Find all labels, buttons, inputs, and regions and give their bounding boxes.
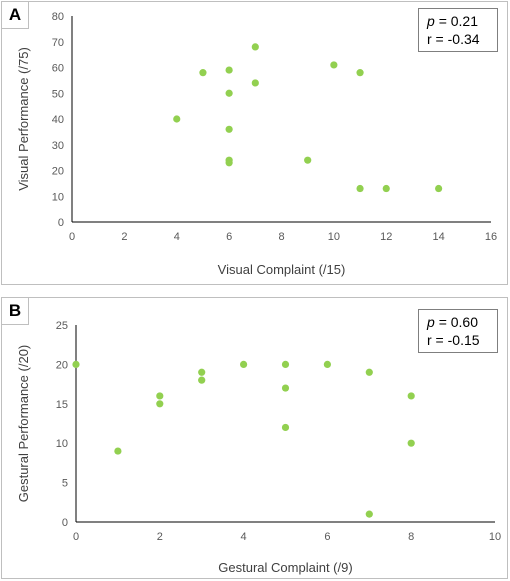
y-tick-label: 50 xyxy=(52,88,64,100)
data-point xyxy=(156,400,164,408)
data-point xyxy=(225,159,233,167)
x-axis-label: Visual Complaint (/15) xyxy=(218,262,346,277)
data-point xyxy=(323,360,331,368)
data-point xyxy=(365,510,373,518)
y-axis-label: Visual Performance (/75) xyxy=(16,47,31,191)
x-tick-label: 6 xyxy=(324,531,330,543)
data-point xyxy=(198,376,206,384)
data-point xyxy=(407,392,415,400)
chart-panel-a: A 0 2 4 6 8 10 12 14 16 0 10 20 30 40 50 60 70 80 Visual C… xyxy=(1,1,508,285)
panel-letter: A xyxy=(2,2,29,29)
y-tick-label: 70 xyxy=(52,37,64,49)
data-point xyxy=(281,384,290,392)
r-value: r = -0.15 xyxy=(427,332,480,348)
x-tick-label: 8 xyxy=(408,531,414,543)
data-point xyxy=(225,89,233,97)
y-tick-label: 30 xyxy=(52,140,64,152)
x-tick-label: 14 xyxy=(433,231,445,243)
data-point xyxy=(251,79,259,87)
scatter-chart-b: 0 2 4 6 8 10 0 5 10 15 20 25 Gestural Complaint (/9)… xyxy=(16,320,501,575)
data-point xyxy=(435,184,443,193)
data-point xyxy=(72,360,80,368)
x-tick-label: 10 xyxy=(489,531,501,543)
y-tick-label: 15 xyxy=(56,399,68,411)
x-axis-label: Gestural Complaint (/9) xyxy=(218,560,352,575)
data-point xyxy=(407,439,415,447)
x-tick-label: 4 xyxy=(241,531,247,543)
x-tick-label: 0 xyxy=(69,231,75,243)
data-point xyxy=(304,156,312,164)
data-point xyxy=(281,360,290,368)
y-tick-label: 20 xyxy=(56,359,68,371)
data-point xyxy=(225,125,233,133)
y-tick-label: 60 xyxy=(52,63,64,75)
x-tick-label: 2 xyxy=(121,231,127,243)
p-label: p xyxy=(427,13,435,29)
y-tick-label: 80 xyxy=(52,11,64,23)
x-tick-label: 16 xyxy=(485,231,497,243)
x-tick-label: 6 xyxy=(226,231,232,243)
p-value: = 0.60 xyxy=(438,314,479,330)
data-point xyxy=(225,66,233,74)
data-point xyxy=(173,115,181,123)
p-value-line: p = 0.60 xyxy=(427,313,489,331)
y-tick-label: 25 xyxy=(56,320,68,332)
data-point xyxy=(330,61,338,69)
data-point xyxy=(281,423,290,432)
y-tick-label: 0 xyxy=(58,217,64,229)
data-point xyxy=(156,392,164,400)
p-value: = 0.21 xyxy=(438,13,479,29)
data-point xyxy=(382,184,390,193)
y-tick-label: 40 xyxy=(52,114,64,126)
x-tick-label: 2 xyxy=(157,531,163,543)
stats-box: p = 0.21 r = -0.34 xyxy=(418,8,498,52)
data-point xyxy=(365,368,373,376)
data-point xyxy=(356,184,364,193)
data-point xyxy=(240,360,248,368)
data-point xyxy=(198,368,206,376)
data-point xyxy=(356,69,364,77)
x-tick-label: 12 xyxy=(380,231,392,243)
stats-box: p = 0.60 r = -0.15 xyxy=(418,309,498,353)
y-axis-label: Gestural Performance (/20) xyxy=(16,345,31,503)
data-point xyxy=(251,43,259,51)
data-point xyxy=(199,69,207,77)
p-value-line: p = 0.21 xyxy=(427,12,489,30)
scatter-chart-a: 0 2 4 6 8 10 12 14 16 0 10 20 30 40 50 60 70 80 Visual Com… xyxy=(16,11,497,277)
x-tick-label: 0 xyxy=(73,531,79,543)
y-tick-label: 20 xyxy=(52,166,64,178)
y-tick-label: 0 xyxy=(62,517,68,529)
x-tick-label: 4 xyxy=(174,231,180,243)
x-tick-label: 8 xyxy=(278,231,284,243)
r-value: r = -0.34 xyxy=(427,31,480,47)
p-label: p xyxy=(427,314,435,330)
chart-panel-b: B 0 2 4 6 8 10 0 5 10 15 20 25 Gestural Complaint (/… xyxy=(1,297,508,579)
data-point xyxy=(114,447,122,455)
panel-letter: B xyxy=(2,298,29,325)
y-tick-label: 10 xyxy=(56,438,68,450)
x-tick-label: 10 xyxy=(328,231,340,243)
y-tick-label: 5 xyxy=(62,478,68,490)
y-tick-label: 10 xyxy=(52,191,64,203)
